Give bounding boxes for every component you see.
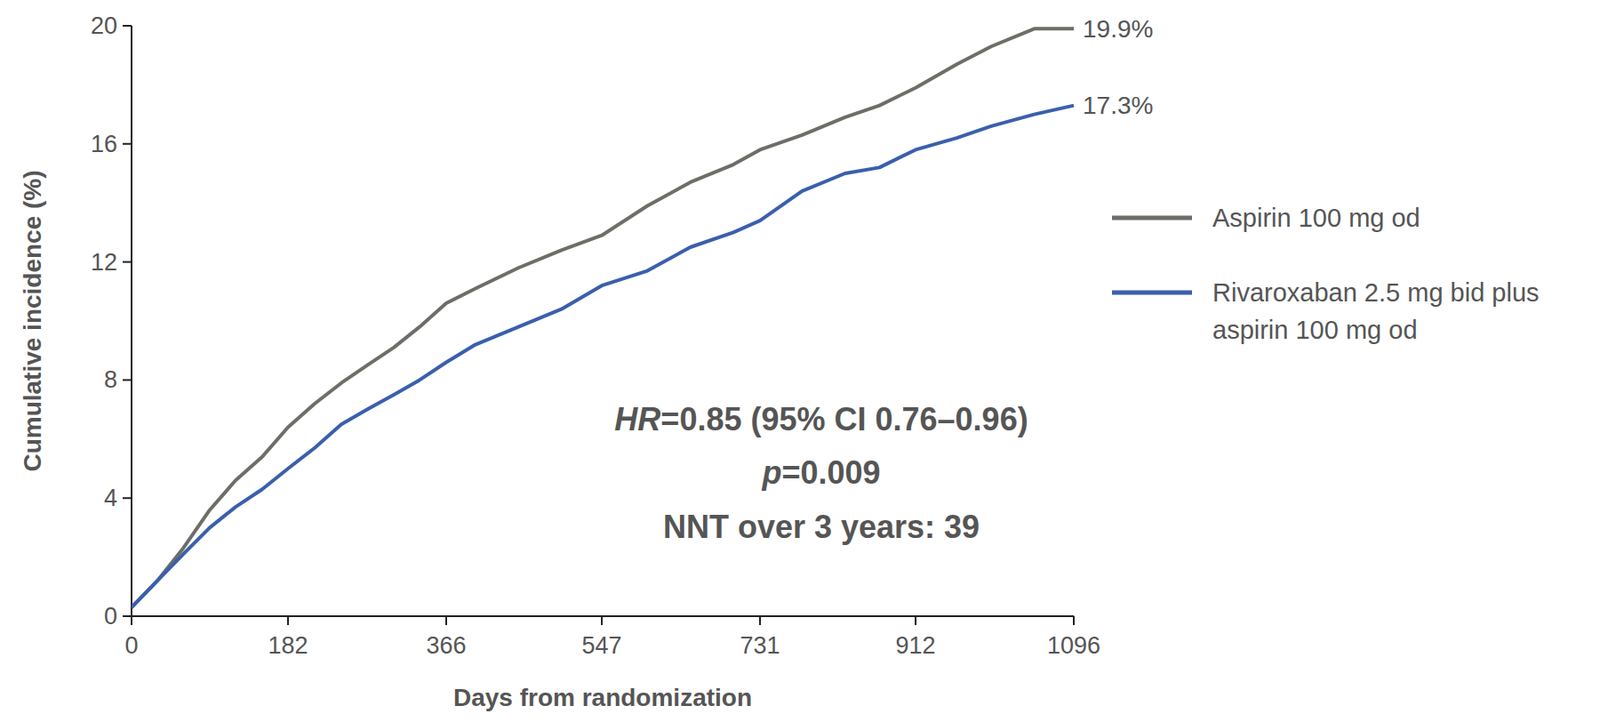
x-tick-label: 731 — [739, 632, 780, 659]
x-tick-label: 912 — [896, 632, 936, 659]
y-tick — [122, 24, 132, 27]
y-tick — [122, 378, 132, 381]
legend-swatch — [1112, 290, 1192, 296]
y-tick-label: 8 — [104, 366, 118, 393]
y-tick-label: 12 — [90, 248, 118, 276]
legend-label: Rivaroxaban 2.5 mg bid plus aspirin 100 m… — [1212, 278, 1540, 344]
annotation: HR=0.85 (95% CI 0.76–0.96) — [614, 400, 1028, 438]
x-tick-label: 547 — [582, 632, 623, 659]
y-axis — [130, 25, 133, 616]
annotation-part: =0.009 — [781, 454, 880, 491]
x-tick — [759, 616, 761, 625]
x-tick-label: 0 — [124, 632, 138, 659]
legend-line: Rivaroxaban 2.5 mg bid plus — [1212, 278, 1540, 307]
y-tick — [122, 143, 132, 145]
series-line — [131, 28, 1074, 608]
legend-label: Aspirin 100 mg od — [1212, 203, 1421, 232]
annotation-part: HR — [614, 400, 661, 438]
chart: 0 4 8 12 16 20 0 182 366 547 731 912 1096 Days from r… — [0, 0, 1600, 722]
legend-line: aspirin 100 mg od — [1212, 315, 1418, 344]
y-tick — [122, 261, 132, 264]
y-tick-label: 16 — [90, 130, 118, 158]
x-tick — [445, 616, 448, 625]
x-tick — [914, 616, 917, 625]
annotation-part: =0.85 (95% CI 0.76–0.96) — [660, 400, 1028, 438]
data-label: 17.3% — [1082, 91, 1153, 120]
x-tick-label: 366 — [425, 632, 466, 659]
legend-entry: Aspirin 100 mg od — [1112, 203, 1421, 232]
x-tick-label: 182 — [267, 632, 308, 659]
y-tick-label: 0 — [104, 602, 118, 630]
y-tick-label: 20 — [90, 12, 118, 40]
x-tick — [287, 616, 289, 625]
annotation-part: p — [760, 454, 782, 491]
x-tick — [130, 616, 133, 625]
annotation: NNT over 3 years: 39 — [663, 508, 980, 545]
y-tick — [122, 615, 132, 617]
annotation: p=0.009 — [760, 454, 880, 491]
y-tick-label: 4 — [104, 484, 118, 512]
legend-swatch — [1112, 216, 1192, 221]
y-tick — [122, 496, 132, 499]
plot-area — [131, 28, 1074, 608]
legend-entry: Rivaroxaban 2.5 mg bid plus aspirin 100 m… — [1112, 278, 1540, 344]
data-label: 19.9% — [1082, 15, 1153, 43]
y-axis-title: Cumulative incidence (%) — [18, 169, 47, 472]
x-tick — [1072, 616, 1075, 625]
x-tick — [600, 616, 603, 625]
legend-line: Aspirin 100 mg od — [1212, 203, 1421, 232]
x-axis-title: Days from randomization — [453, 683, 752, 712]
series-line — [131, 105, 1074, 608]
x-tick-label: 1096 — [1047, 632, 1101, 659]
